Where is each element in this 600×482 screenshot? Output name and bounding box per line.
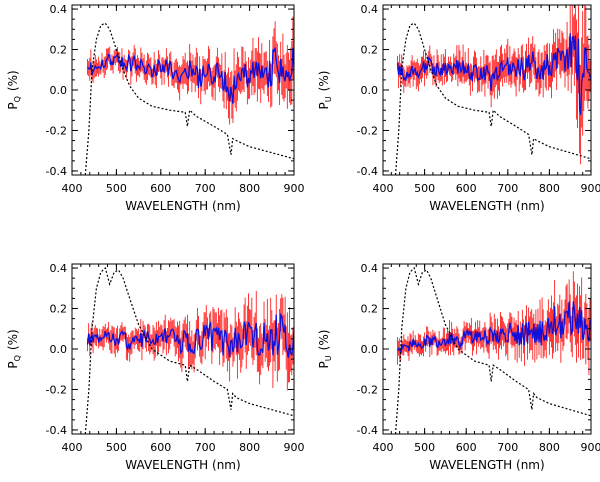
- x-axis-label: WAVELENGTH (nm): [429, 199, 544, 213]
- y-axis-label-unit: (%): [317, 71, 331, 92]
- y-tick-label: 0.0: [50, 343, 68, 356]
- y-tick-label: 0.4: [50, 262, 68, 275]
- y-tick-label: 0.4: [361, 3, 379, 16]
- y-tick-label: 0.0: [50, 84, 68, 97]
- plot-area: [394, 5, 591, 175]
- x-tick-label: 700: [497, 441, 518, 454]
- x-axis-label: WAVELENGTH (nm): [125, 199, 240, 213]
- x-axis-label: WAVELENGTH (nm): [125, 458, 240, 472]
- panel-top-left: 400 500 600 700 800 900 -0.4 -0.2 0.0 0.2 0.4 WAVEL…: [6, 3, 305, 213]
- x-tick-label: 700: [195, 441, 216, 454]
- x-tick-label: 400: [373, 182, 394, 195]
- plot-area: [84, 16, 294, 175]
- y-tick-label: -0.4: [357, 165, 378, 178]
- y-tick-label: -0.2: [357, 383, 378, 396]
- y-tick-label: 0.2: [50, 44, 68, 57]
- panel-top-right: 400 500 600 700 800 900 -0.4 -0.2 0.0 0.2 0.4 WAVEL…: [317, 3, 600, 213]
- y-tick-label: -0.2: [46, 383, 67, 396]
- x-tick-label: 900: [284, 441, 305, 454]
- filter-curve-line: [84, 266, 294, 434]
- y-axis-label: PU (%): [317, 330, 333, 369]
- y-tick-label: 0.2: [361, 303, 379, 316]
- y-axis-label-symbol: P: [317, 361, 331, 368]
- x-tick-label: 400: [62, 441, 83, 454]
- y-tick-label: 0.2: [50, 303, 68, 316]
- y-axis-label-symbol: P: [6, 361, 20, 368]
- y-tick-label: 0.2: [361, 44, 379, 57]
- x-tick-label: 600: [456, 441, 477, 454]
- polarization-line: [86, 312, 294, 358]
- y-axis-label: PQ (%): [6, 329, 22, 368]
- x-tick-label: 800: [239, 182, 260, 195]
- x-tick-label: 400: [373, 441, 394, 454]
- y-axis-label-unit: (%): [317, 330, 331, 351]
- plot-area: [394, 266, 591, 434]
- x-tick-label: 600: [456, 182, 477, 195]
- y-axis-label-subscript: Q: [13, 96, 22, 102]
- x-tick-label: 700: [497, 182, 518, 195]
- y-tick-label: 0.4: [50, 3, 68, 16]
- y-axis-label-symbol: P: [317, 102, 331, 109]
- y-tick-label: 0.4: [361, 262, 379, 275]
- x-tick-label: 600: [150, 182, 171, 195]
- x-tick-label: 900: [284, 182, 305, 195]
- x-tick-label: 500: [414, 182, 435, 195]
- x-axis-label: WAVELENGTH (nm): [429, 458, 544, 472]
- y-axis-label-subscript: U: [324, 96, 333, 102]
- polarization-line: [396, 33, 591, 115]
- y-axis-label-symbol: P: [6, 102, 20, 109]
- y-tick-label: -0.2: [357, 124, 378, 137]
- polarization-line: [396, 301, 591, 355]
- y-axis-label-subscript: Q: [13, 355, 22, 361]
- x-tick-label: 600: [150, 441, 171, 454]
- panel-bottom-left: 400 500 600 700 800 900 -0.4 -0.2 0.0 0.2 0.4 WAVEL…: [6, 262, 305, 472]
- y-axis-label: PU (%): [317, 71, 333, 110]
- x-tick-label: 800: [239, 441, 260, 454]
- polarization-line: [86, 47, 294, 105]
- y-axis-label-unit: (%): [6, 329, 20, 350]
- x-tick-label: 900: [581, 182, 600, 195]
- y-tick-label: -0.4: [357, 424, 378, 437]
- panel-bottom-right: 400 500 600 700 800 900 -0.4 -0.2 0.0 0.2 0.4 WAVEL…: [317, 262, 600, 472]
- x-tick-label: 800: [539, 441, 560, 454]
- filter-curve-line: [394, 266, 591, 434]
- x-tick-label: 500: [106, 182, 127, 195]
- plot-area: [84, 266, 294, 434]
- x-tick-label: 900: [581, 441, 600, 454]
- filter-curve-line: [84, 22, 294, 175]
- x-tick-label: 800: [539, 182, 560, 195]
- y-axis-label: PQ (%): [6, 70, 22, 109]
- filter-curve-line: [394, 22, 591, 175]
- y-tick-label: -0.4: [46, 424, 67, 437]
- y-tick-label: -0.2: [46, 124, 67, 137]
- y-tick-label: -0.4: [46, 165, 67, 178]
- x-tick-label: 500: [414, 441, 435, 454]
- error-bars: [397, 5, 591, 165]
- y-tick-label: 0.0: [361, 343, 379, 356]
- x-tick-label: 700: [195, 182, 216, 195]
- x-tick-label: 400: [62, 182, 83, 195]
- y-axis-label-unit: (%): [6, 70, 20, 91]
- x-tick-label: 500: [106, 441, 127, 454]
- y-tick-label: 0.0: [361, 84, 379, 97]
- y-axis-label-subscript: U: [324, 355, 333, 361]
